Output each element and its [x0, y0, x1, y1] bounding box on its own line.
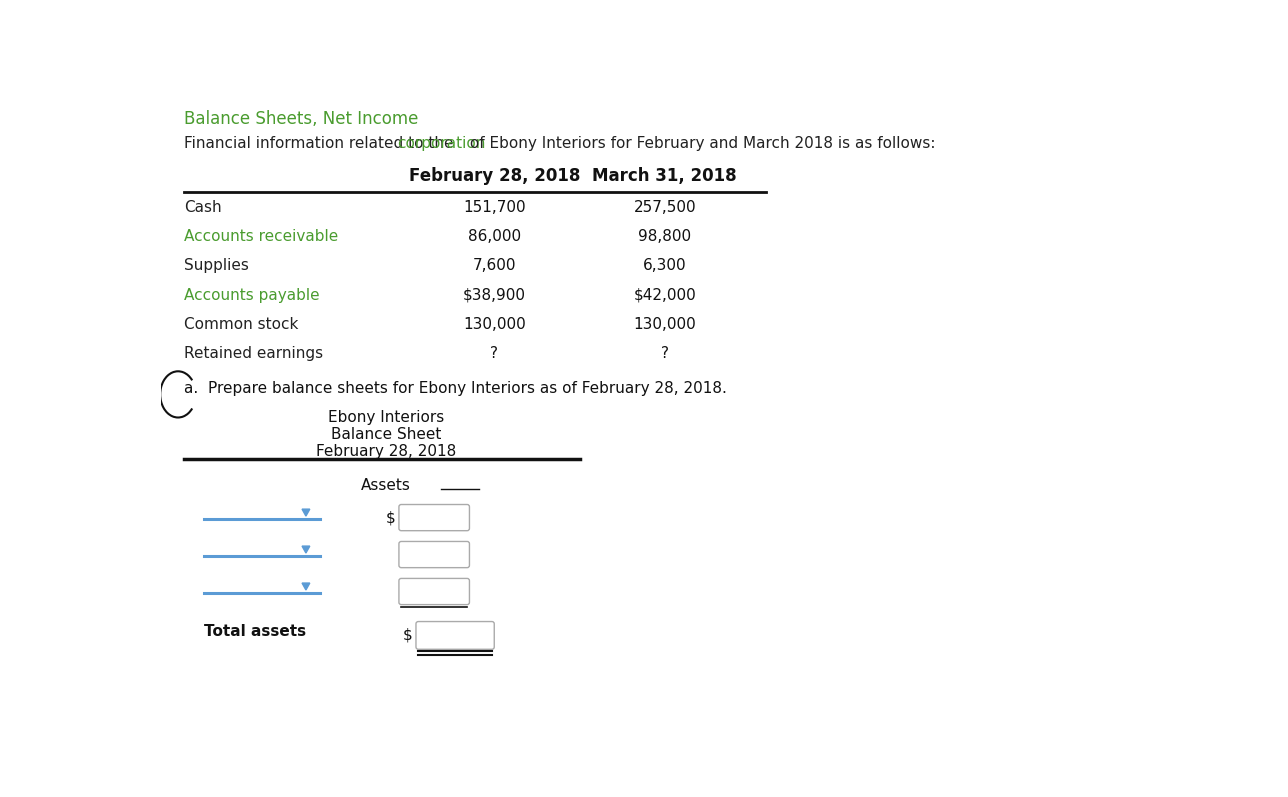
Polygon shape — [303, 583, 310, 590]
Text: February 28, 2018: February 28, 2018 — [408, 167, 580, 186]
FancyBboxPatch shape — [416, 622, 495, 650]
FancyBboxPatch shape — [399, 505, 469, 531]
Text: Accounts payable: Accounts payable — [184, 288, 319, 303]
Text: Financial information related to the: Financial information related to the — [184, 135, 459, 151]
Text: Balance Sheets, Net Income: Balance Sheets, Net Income — [184, 109, 419, 128]
FancyBboxPatch shape — [399, 541, 469, 567]
Text: Total assets: Total assets — [204, 624, 305, 639]
Text: Balance Sheet: Balance Sheet — [331, 426, 440, 442]
Text: ?: ? — [491, 346, 498, 361]
FancyBboxPatch shape — [399, 579, 469, 605]
Text: 130,000: 130,000 — [462, 317, 526, 332]
Text: 86,000: 86,000 — [468, 229, 520, 244]
Text: $: $ — [385, 510, 395, 525]
Text: Supplies: Supplies — [184, 258, 249, 273]
Text: 98,800: 98,800 — [638, 229, 692, 244]
Polygon shape — [303, 509, 310, 516]
Text: Retained earnings: Retained earnings — [184, 346, 323, 361]
Text: $38,900: $38,900 — [462, 288, 526, 303]
Text: 130,000: 130,000 — [634, 317, 696, 332]
Text: March 31, 2018: March 31, 2018 — [592, 167, 737, 186]
Text: Ebony Interiors: Ebony Interiors — [327, 410, 444, 425]
Text: Assets: Assets — [361, 478, 411, 493]
Text: 6,300: 6,300 — [643, 258, 687, 273]
Text: February 28, 2018: February 28, 2018 — [316, 444, 456, 459]
Text: 7,600: 7,600 — [473, 258, 516, 273]
Text: ?: ? — [661, 346, 668, 361]
Text: Accounts receivable: Accounts receivable — [184, 229, 339, 244]
Text: Common stock: Common stock — [184, 317, 299, 332]
Text: $42,000: $42,000 — [634, 288, 696, 303]
Text: 257,500: 257,500 — [634, 200, 696, 214]
Text: a.  Prepare balance sheets for Ebony Interiors as of February 28, 2018.: a. Prepare balance sheets for Ebony Inte… — [184, 380, 728, 395]
Polygon shape — [303, 546, 310, 553]
Text: $: $ — [402, 628, 412, 643]
Text: of Ebony Interiors for February and March 2018 is as follows:: of Ebony Interiors for February and Marc… — [465, 135, 936, 151]
Text: corporation: corporation — [397, 135, 486, 151]
Text: 151,700: 151,700 — [462, 200, 526, 214]
Text: Cash: Cash — [184, 200, 222, 214]
